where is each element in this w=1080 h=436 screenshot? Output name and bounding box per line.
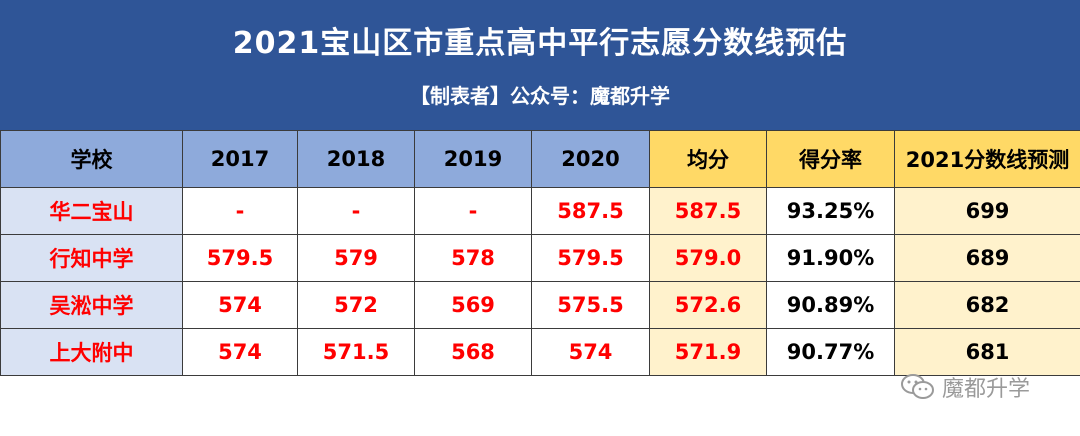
header-row: 学校 2017 2018 2019 2020 均分 得分率 2021分数线预测 — [0, 130, 1080, 188]
cell-school: 上大附中 — [0, 328, 183, 376]
title-banner: 2021宝山区市重点高中平行志愿分数线预估 【制表者】公众号：魔都升学 — [0, 0, 1080, 130]
cell-2017: - — [182, 187, 298, 235]
cell-2018: 579 — [297, 234, 415, 282]
table-row: 华二宝山 - - - 587.5 587.5 93.25% 699 — [0, 187, 1080, 235]
cell-2019: - — [414, 187, 532, 235]
page-subtitle: 【制表者】公众号：魔都升学 — [410, 84, 670, 108]
cell-2019: 568 — [414, 328, 532, 376]
cell-2018: - — [297, 187, 415, 235]
table-row: 上大附中 574 571.5 568 574 571.9 90.77% 681 — [0, 328, 1080, 376]
cell-2017: 574 — [182, 281, 298, 329]
watermark: 魔都升学 — [900, 370, 1030, 404]
col-header-2020: 2020 — [531, 130, 650, 188]
cell-prediction: 689 — [894, 234, 1080, 282]
cell-rate: 90.77% — [766, 328, 895, 376]
cell-school: 吴淞中学 — [0, 281, 183, 329]
col-header-2019: 2019 — [414, 130, 532, 188]
cell-average: 571.9 — [649, 328, 767, 376]
cell-prediction: 699 — [894, 187, 1080, 235]
col-header-rate: 得分率 — [766, 130, 895, 188]
table-row: 行知中学 579.5 579 578 579.5 579.0 91.90% 68… — [0, 234, 1080, 282]
cell-prediction: 682 — [894, 281, 1080, 329]
col-header-school: 学校 — [0, 130, 183, 188]
cell-average: 572.6 — [649, 281, 767, 329]
cell-2019: 569 — [414, 281, 532, 329]
cell-2020: 574 — [531, 328, 650, 376]
cell-rate: 93.25% — [766, 187, 895, 235]
cell-2017: 579.5 — [182, 234, 298, 282]
col-header-2018: 2018 — [297, 130, 415, 188]
cell-average: 587.5 — [649, 187, 767, 235]
cell-average: 579.0 — [649, 234, 767, 282]
table-row: 吴淞中学 574 572 569 575.5 572.6 90.89% 682 — [0, 281, 1080, 329]
cell-rate: 91.90% — [766, 234, 895, 282]
wechat-icon — [900, 372, 936, 402]
cell-2020: 575.5 — [531, 281, 650, 329]
col-header-prediction: 2021分数线预测 — [894, 130, 1080, 188]
cell-2020: 587.5 — [531, 187, 650, 235]
cell-2018: 572 — [297, 281, 415, 329]
cell-school: 华二宝山 — [0, 187, 183, 235]
score-table: 学校 2017 2018 2019 2020 均分 得分率 2021分数线预测 … — [0, 130, 1080, 376]
cell-2017: 574 — [182, 328, 298, 376]
cell-2018: 571.5 — [297, 328, 415, 376]
col-header-average: 均分 — [649, 130, 767, 188]
watermark-text: 魔都升学 — [942, 377, 1031, 402]
cell-2020: 579.5 — [531, 234, 650, 282]
col-header-2017: 2017 — [182, 130, 298, 188]
cell-school: 行知中学 — [0, 234, 183, 282]
page-title: 2021宝山区市重点高中平行志愿分数线预估 — [232, 26, 848, 61]
cell-rate: 90.89% — [766, 281, 895, 329]
cell-2019: 578 — [414, 234, 532, 282]
cell-prediction: 681 — [894, 328, 1080, 376]
